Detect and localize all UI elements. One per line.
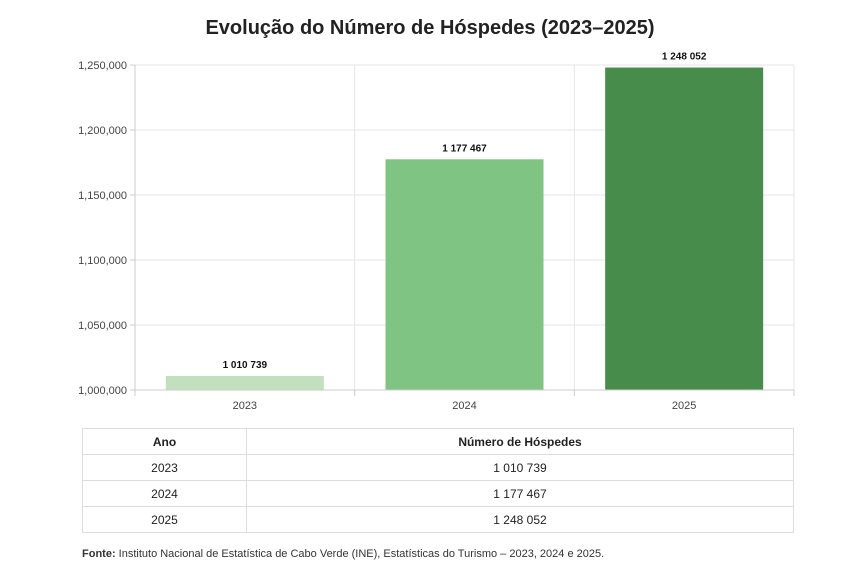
cell-guests: 1 248 052 [246,506,794,533]
data-label: 1 248 052 [662,52,707,63]
bar-2025 [605,67,764,390]
data-label: 1 010 739 [223,360,268,371]
data-table: Ano Número de Hóspedes 2023 1 010 739 20… [82,428,794,533]
table-row: 2023 1 010 739 [82,454,794,481]
cell-year: 2024 [82,480,247,507]
source-text: Instituto Nacional de Estatística de Cab… [115,548,605,560]
y-tick-label: 1,100,000 [78,255,127,267]
header-guests: Número de Hóspedes [246,428,794,455]
x-tick-label: 2023 [233,400,257,412]
cell-guests: 1 177 467 [246,480,794,507]
bar-2024 [385,159,544,390]
source-note: Fonte: Instituto Nacional de Estatística… [82,548,604,560]
data-label: 1 177 467 [442,143,487,154]
bars: 1 010 739 1 177 467 1 248 052 [165,52,764,390]
x-tick-label: 2025 [672,400,696,412]
chart-title: Evolução do Número de Hóspedes (2023–202… [205,17,655,39]
y-tick-label: 1,000,000 [78,385,127,397]
header-year: Ano [82,428,247,455]
source-label: Fonte: [82,548,116,560]
y-tick-label: 1,150,000 [78,190,127,202]
y-tick-label: 1,250,000 [78,60,127,72]
cell-year: 2023 [82,454,247,481]
x-tick-label: 2024 [452,400,476,412]
cell-guests: 1 010 739 [246,454,794,481]
axes: 1,000,000 1,050,000 1,100,000 1,150,000 1,20… [78,60,795,412]
y-tick-label: 1,200,000 [78,125,127,137]
table-header-row: Ano Número de Hóspedes [82,428,794,455]
table-row: 2024 1 177 467 [82,480,794,507]
table-row: 2025 1 248 052 [82,506,794,533]
y-tick-label: 1,050,000 [78,320,127,332]
cell-year: 2025 [82,506,247,533]
bar-2023 [165,376,324,390]
